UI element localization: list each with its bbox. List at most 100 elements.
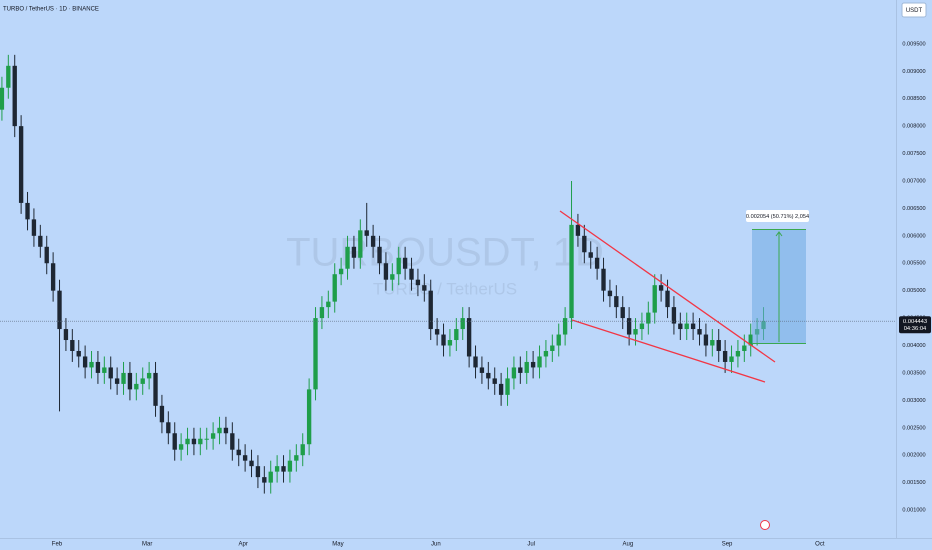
candle-body: [140, 378, 145, 384]
candle-body: [268, 471, 273, 483]
candle-body: [441, 334, 446, 346]
candle-body: [569, 224, 574, 319]
y-tick-label: 0.005000: [902, 288, 925, 294]
candle-body: [633, 329, 638, 335]
candle-body: [466, 318, 472, 357]
candle-body: [486, 372, 491, 379]
candle-body: [134, 383, 139, 390]
candle-body: [665, 290, 670, 308]
candle-body: [390, 274, 395, 280]
y-tick-label: 0.008500: [902, 96, 925, 102]
measurement-label: 0.002054 (50.71%) 2,054: [746, 214, 809, 220]
candle-body: [18, 126, 24, 203]
x-tick-label: Oct: [815, 542, 825, 548]
candle-body: [748, 334, 753, 346]
candle-body: [479, 367, 485, 373]
candle-body: [217, 427, 222, 434]
candle-body: [358, 230, 363, 258]
currency-button[interactable]: [901, 2, 927, 18]
candle-body: [146, 372, 152, 379]
candle-body: [460, 318, 465, 330]
candle-body: [473, 356, 478, 368]
candle-body: [364, 230, 369, 236]
candle-body: [678, 323, 683, 330]
candle-body: [735, 350, 741, 357]
y-tick-label: 0.003000: [902, 398, 925, 404]
x-tick-label: Mar: [142, 542, 152, 548]
candle-body: [249, 460, 254, 467]
candle-body: [690, 323, 696, 330]
candle-body: [127, 372, 133, 390]
candle-body: [319, 307, 325, 319]
candle-body: [409, 268, 414, 280]
candle-body: [415, 279, 421, 286]
candle-body: [543, 350, 549, 357]
candle-body: [0, 87, 5, 110]
candle-body: [185, 438, 190, 445]
y-tick-label: 0.006000: [902, 233, 925, 239]
candle-body: [530, 361, 536, 368]
candle-body: [601, 268, 606, 291]
measurement-box: [746, 210, 809, 222]
candle-body: [338, 268, 344, 275]
x-tick-label: Apr: [239, 542, 248, 548]
candle-body: [607, 290, 613, 297]
candle-body: [326, 301, 331, 308]
y-tick-label: 0.007000: [902, 178, 925, 184]
candle-body: [658, 285, 664, 291]
candle-body: [422, 285, 427, 291]
candle-body: [518, 367, 523, 373]
candle-body: [223, 427, 229, 434]
candle-body: [287, 460, 293, 472]
y-tick-label: 0.006500: [902, 206, 925, 212]
candle-body: [524, 361, 529, 373]
candle-body: [262, 477, 267, 483]
candle-body: [44, 246, 49, 264]
candle-body: [12, 65, 17, 127]
candle-body: [370, 235, 376, 247]
candle-body: [172, 433, 177, 450]
candle-body: [626, 318, 632, 335]
logo-icon[interactable]: [760, 520, 770, 530]
candle-body: [306, 389, 312, 445]
candle-body: [191, 438, 197, 445]
x-tick-label: May: [332, 542, 343, 548]
y-tick-label: 0.001000: [902, 508, 925, 514]
y-tick-label: 0.008000: [902, 124, 925, 130]
trend-line: [559, 210, 776, 363]
candle-body: [684, 323, 689, 330]
y-tick-label: 0.009000: [902, 69, 925, 75]
candle-body: [38, 235, 43, 247]
candle-body: [76, 350, 81, 357]
candle-body: [166, 422, 171, 434]
candle-body: [582, 235, 587, 253]
currency-label[interactable]: USDT: [906, 8, 923, 14]
y-tick-label: 0.002000: [902, 453, 925, 459]
arrow-head: [775, 231, 783, 237]
candle-body: [729, 356, 734, 362]
candle-body: [281, 466, 286, 472]
candle-body: [63, 329, 69, 341]
candle-body: [159, 405, 165, 423]
candle-body: [498, 383, 504, 395]
candle-body: [402, 257, 408, 269]
candle-body: [537, 356, 542, 368]
candle-body: [652, 285, 657, 313]
candle-body: [646, 312, 651, 324]
candle-body: [255, 466, 261, 478]
candle-body: [742, 345, 747, 351]
x-tick-label: Feb: [52, 542, 63, 548]
candle-body: [575, 224, 581, 236]
candle-body: [492, 378, 497, 384]
candle-body: [697, 329, 702, 335]
watermark: TURBOUSDT, 1D: [286, 231, 604, 275]
y-tick-label: 0.007500: [902, 151, 925, 157]
candle-body: [178, 444, 184, 450]
candle-body: [102, 367, 107, 373]
candle-body: [447, 340, 453, 346]
candle-body: [70, 340, 75, 351]
candle-body: [505, 378, 510, 395]
candle-body: [556, 334, 561, 346]
